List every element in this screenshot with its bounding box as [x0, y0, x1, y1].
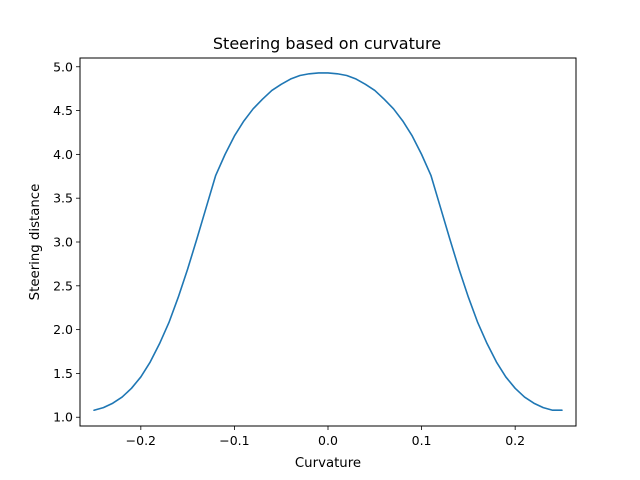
series-layer [93, 72, 563, 412]
y-tick-label: 2.0 [53, 322, 73, 337]
y-tick-label: 4.5 [53, 103, 73, 118]
x-tick-label: −0.2 [126, 433, 156, 448]
series-line-0 [93, 72, 563, 412]
y-tick-label: 1.0 [53, 410, 73, 425]
y-tick-label: 1.5 [53, 366, 73, 381]
y-tick-label: 3.0 [53, 235, 73, 250]
y-axis-label: Steering distance [28, 184, 43, 301]
x-tick-label: 0.2 [505, 433, 525, 448]
x-tick-label: −0.1 [219, 433, 249, 448]
x-tick-label: 0.0 [318, 433, 338, 448]
x-axis-label: Curvature [295, 456, 361, 471]
x-tick-label: 0.1 [412, 433, 432, 448]
y-tick-label: 2.5 [53, 278, 73, 293]
chart-title: Steering based on curvature [213, 34, 441, 53]
y-tick-label: 5.0 [53, 59, 73, 74]
x-axis: −0.2 −0.1 0.0 0.1 0.2 [126, 426, 525, 448]
y-axis: 1.0 1.5 2.0 2.5 3.0 3.5 4.0 4.5 5.0 [53, 59, 80, 425]
plot-area [79, 57, 577, 427]
y-tick-label: 4.0 [53, 147, 73, 162]
y-tick-label: 3.5 [53, 191, 73, 206]
